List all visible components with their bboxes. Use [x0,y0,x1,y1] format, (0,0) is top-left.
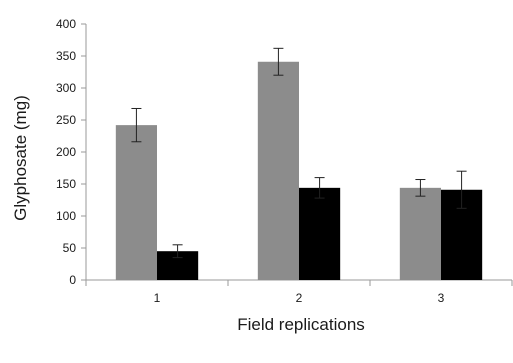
y-axis-title: Glyphosate (mg) [11,95,30,221]
bar [115,125,157,281]
y-tick-label: 200 [56,145,76,159]
y-tick-label: 0 [69,273,76,287]
bar [399,187,441,280]
y-tick-label: 300 [56,81,76,95]
bar [257,61,299,281]
y-tick-label: 400 [56,17,76,31]
y-tick-label: 150 [56,177,76,191]
bar [299,187,341,280]
y-tick-label: 100 [56,209,76,223]
x-axis-title: Field replications [237,315,365,334]
y-tick-label: 250 [56,113,76,127]
x-tick-label: 3 [438,291,445,305]
x-tick-label: 1 [154,291,161,305]
y-tick-label: 350 [56,49,76,63]
y-tick-label: 50 [63,241,77,255]
x-tick-label: 2 [296,291,303,305]
